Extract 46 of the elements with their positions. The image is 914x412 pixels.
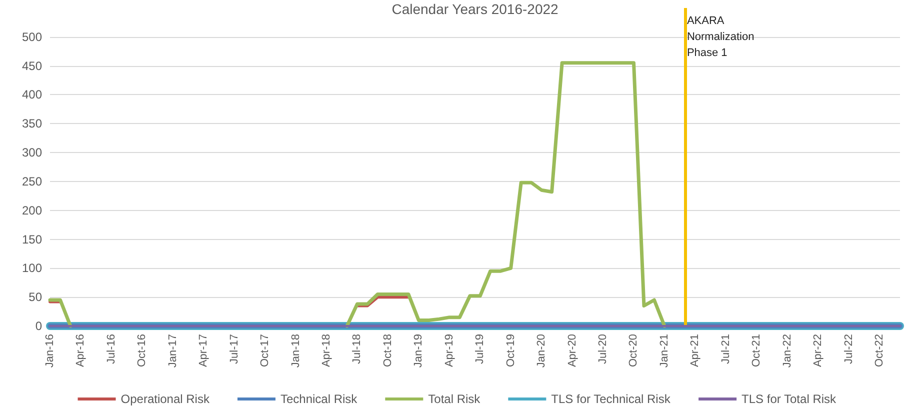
y-tick-label: 0 (35, 319, 42, 333)
x-tick-label: Jul-19 (474, 334, 486, 364)
x-tick-label: Jul-17 (228, 334, 240, 364)
x-tick-label: Apr-17 (198, 334, 210, 368)
x-tick-label: Jan-19 (412, 334, 425, 368)
y-tick-label: 350 (22, 116, 42, 131)
y-tick-label: 100 (22, 261, 42, 276)
x-tick-label: Jul-22 (842, 334, 855, 364)
legend-label: Total Risk (428, 392, 482, 406)
chart-title: Calendar Years 2016-2022 (392, 1, 559, 17)
x-tick-label: Jul-18 (351, 334, 364, 364)
y-tick-label: 450 (22, 58, 42, 73)
legend-label: TLS for Total Risk (742, 392, 838, 406)
x-tick-label: Jul-20 (597, 334, 610, 364)
x-tick-label: Apr-21 (689, 334, 702, 368)
x-tick-label: Apr-16 (74, 334, 87, 368)
legend-label: Technical Risk (280, 392, 358, 406)
ref-line-label: AKARA Normalization Phase 1 (686, 15, 758, 59)
x-tick-label: Jan-18 (290, 334, 302, 368)
x-tick-label: Oct-20 (628, 334, 640, 368)
x-tick-label: Apr-19 (443, 334, 456, 368)
x-tick-label: Jul-16 (105, 334, 118, 364)
y-tick-label: 500 (22, 30, 42, 44)
y-tick-label: 200 (22, 203, 42, 218)
x-tick-label: Oct-19 (504, 334, 517, 368)
legend-label: TLS for Technical Risk (551, 392, 672, 406)
x-tick-label: Oct-18 (382, 334, 394, 368)
x-tick-label: Jan-17 (166, 334, 179, 368)
x-tick-label: Apr-18 (320, 334, 333, 368)
y-tick-label: 250 (22, 174, 42, 188)
x-tick-label: Apr-20 (566, 334, 578, 368)
y-tick-label: 300 (22, 146, 42, 160)
x-tick-label: Jan-21 (658, 334, 670, 368)
x-tick-label: Jan-16 (44, 334, 56, 368)
legend-label: Operational Risk (120, 392, 210, 406)
x-tick-label: Oct-17 (259, 334, 272, 368)
x-tick-label: Oct-22 (874, 334, 886, 368)
x-tick-label: Jan-20 (536, 334, 548, 368)
x-tick-label: Apr-22 (812, 334, 824, 368)
x-tick-label: Oct-21 (750, 334, 763, 368)
x-tick-label: Jan-22 (781, 334, 794, 368)
x-tick-label: Oct-16 (136, 334, 148, 368)
y-tick-label: 50 (28, 290, 42, 304)
y-tick-label: 400 (22, 88, 42, 102)
x-tick-label: Jul-21 (720, 334, 732, 364)
y-tick-label: 150 (22, 232, 42, 246)
